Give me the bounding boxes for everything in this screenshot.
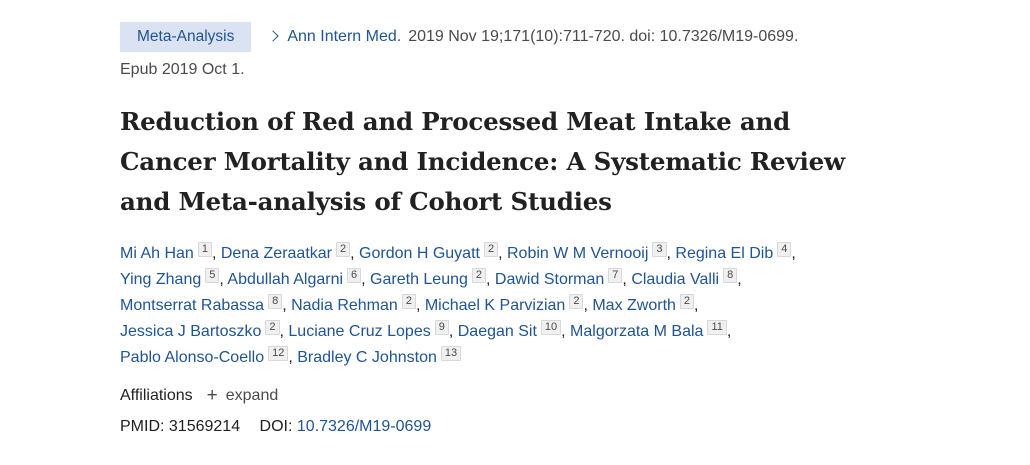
affiliation-number[interactable]: 7 <box>608 268 623 283</box>
affiliation-number[interactable]: 2 <box>336 242 351 257</box>
pmid-value: 31569214 <box>168 418 241 435</box>
author-link[interactable]: Luciane Cruz Lopes <box>288 323 431 340</box>
pmid-label: PMID: <box>120 418 165 435</box>
author-item: Dawid Storman 7 <box>494 268 623 288</box>
affiliations-label: Affiliations <box>120 387 193 404</box>
author-item: Bradley C Johnston 13 <box>297 346 462 366</box>
author-item: Daegan Sit 10 <box>457 320 562 340</box>
affiliation-number[interactable]: 2 <box>401 294 416 309</box>
affiliations-row: Affiliations + expand <box>120 383 920 409</box>
author-link[interactable]: Claudia Valli <box>631 271 720 288</box>
affiliation-number[interactable]: 1 <box>197 242 212 257</box>
author-link[interactable]: Dawid Storman <box>494 271 605 288</box>
author-item: Jessica J Bartoszko 2 <box>120 320 280 340</box>
affiliation-number[interactable]: 4 <box>777 242 792 257</box>
author-item: Gordon H Guyatt 2 <box>359 242 499 262</box>
affiliation-number[interactable]: 2 <box>265 320 280 335</box>
author-link[interactable]: Michael K Parvizian <box>424 297 566 314</box>
author-link[interactable]: Dena Zeraatkar <box>220 245 332 262</box>
affiliation-number[interactable]: 2 <box>569 294 584 309</box>
identifiers-row: PMID: 31569214 DOI: 10.7326/M19-0699 <box>120 414 920 440</box>
affiliation-number[interactable]: 11 <box>707 320 727 335</box>
author-item: Robin W M Vernooij 3 <box>506 242 667 262</box>
epub-date: Epub 2019 Oct 1. <box>120 61 245 78</box>
author-link[interactable]: Nadia Rehman <box>291 297 398 314</box>
author-item: Claudia Valli 8 <box>631 268 738 288</box>
author-item: Montserrat Rabassa 8 <box>120 294 283 314</box>
author-link[interactable]: Robin W M Vernooij <box>506 245 649 262</box>
affiliations-expand-button[interactable]: + expand <box>207 383 279 409</box>
affiliation-number[interactable]: 8 <box>723 268 738 283</box>
author-item: Abdullah Algarni 6 <box>227 268 362 288</box>
article-type-badge[interactable]: Meta-Analysis <box>120 22 252 52</box>
author-link[interactable]: Gordon H Guyatt <box>359 245 480 262</box>
affiliation-number[interactable]: 2 <box>471 268 487 283</box>
article-header: Meta-Analysis Ann Intern Med. 2019 Nov 1… <box>120 20 920 440</box>
author-link[interactable]: Mi Ah Han <box>120 245 194 262</box>
affiliation-number[interactable]: 12 <box>268 346 289 361</box>
affiliation-number[interactable]: 10 <box>540 320 562 335</box>
affiliation-number[interactable]: 6 <box>347 268 362 283</box>
author-link[interactable]: Pablo Alonso-Coello <box>120 349 265 366</box>
author-link[interactable]: Montserrat Rabassa <box>120 297 265 314</box>
citation-details: 2019 Nov 19;171(10):711-720. doi: 10.732… <box>408 28 799 45</box>
journal-link[interactable]: Ann Intern Med. <box>267 28 402 46</box>
affiliation-number[interactable]: 2 <box>483 242 499 257</box>
doi-label: DOI: <box>259 418 293 435</box>
author-link[interactable]: Jessica J Bartoszko <box>120 323 262 340</box>
author-link[interactable]: Max Zworth <box>592 297 676 314</box>
journal-name: Ann Intern Med. <box>287 28 402 45</box>
author-item: Nadia Rehman 2 <box>291 294 416 314</box>
plus-icon: + <box>206 385 218 406</box>
author-link[interactable]: Gareth Leung <box>370 271 468 288</box>
authors-list: Mi Ah Han 1, Dena Zeraatkar 2, Gordon H Gu… <box>120 242 796 366</box>
chevron-right-icon <box>267 30 280 42</box>
author-item: Malgorzata M Bala 11 <box>570 320 727 340</box>
author-item: Pablo Alonso-Coello 12 <box>120 346 289 366</box>
author-item: Ying Zhang 5 <box>120 268 220 288</box>
author-item: Max Zworth 2 <box>592 294 695 314</box>
author-link[interactable]: Bradley C Johnston <box>297 349 437 366</box>
author-item: Michael K Parvizian 2 <box>424 294 584 314</box>
title-line-3: and Meta-analysis of Cohort Studies <box>120 187 612 216</box>
author-item: Regina El Dib 4 <box>675 242 792 262</box>
affiliation-number[interactable]: 13 <box>440 346 462 361</box>
page-title: Reduction of Red and Processed Meat Inta… <box>120 102 920 222</box>
author-item: Dena Zeraatkar 2 <box>220 242 351 262</box>
author-link[interactable]: Regina El Dib <box>675 245 774 262</box>
affiliation-number[interactable]: 5 <box>205 268 220 283</box>
author-link[interactable]: Ying Zhang <box>120 271 202 288</box>
author-item: Mi Ah Han 1 <box>120 242 212 262</box>
doi-link[interactable]: 10.7326/M19-0699 <box>296 418 432 435</box>
author-item: Gareth Leung 2 <box>370 268 487 288</box>
affiliation-number[interactable]: 3 <box>652 242 667 257</box>
title-line-2: Cancer Mortality and Incidence: A System… <box>120 147 845 176</box>
author-link[interactable]: Malgorzata M Bala <box>570 323 704 340</box>
affiliation-number[interactable]: 9 <box>434 320 449 335</box>
expand-label: expand <box>225 387 279 404</box>
title-line-1: Reduction of Red and Processed Meat Inta… <box>120 107 791 136</box>
author-item: Luciane Cruz Lopes 9 <box>288 320 449 340</box>
author-link[interactable]: Abdullah Algarni <box>227 271 344 288</box>
author-link[interactable]: Daegan Sit <box>457 323 537 340</box>
affiliation-number[interactable]: 2 <box>679 294 695 309</box>
citation-line: Meta-Analysis Ann Intern Med. 2019 Nov 1… <box>120 20 920 54</box>
affiliation-number[interactable]: 8 <box>268 294 283 309</box>
